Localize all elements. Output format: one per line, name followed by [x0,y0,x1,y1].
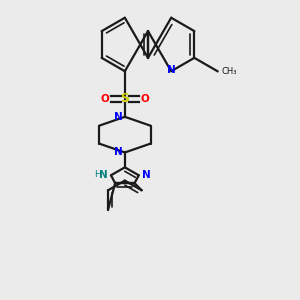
Text: N: N [99,170,108,180]
Text: O: O [101,94,110,104]
Text: CH₃: CH₃ [221,67,237,76]
Text: H: H [94,170,101,179]
Text: O: O [140,94,149,104]
Text: S: S [120,92,129,106]
Text: N: N [114,148,123,158]
Text: N: N [114,112,123,122]
Text: N: N [142,170,150,180]
Text: N: N [167,65,176,75]
